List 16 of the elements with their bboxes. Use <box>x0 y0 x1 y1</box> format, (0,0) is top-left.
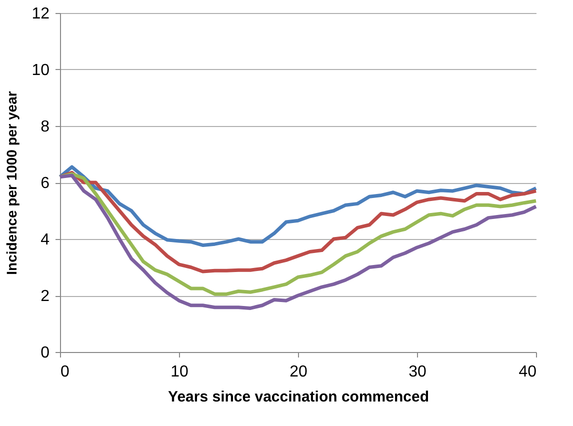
y-tick-label: 10 <box>32 62 50 79</box>
y-tick-label: 6 <box>40 175 50 192</box>
x-tick-label: 10 <box>170 364 188 380</box>
line-series <box>58 165 538 247</box>
y-tick-label: 0 <box>40 344 50 362</box>
y-tick-label: 2 <box>40 288 50 305</box>
x-axis-title: Years since vaccination commenced <box>168 388 429 406</box>
y-tick-label: 8 <box>40 118 50 136</box>
y-axis-title: Incidence per 1000 per year <box>4 90 20 275</box>
x-tick-label: 30 <box>408 364 426 380</box>
y-tick-label: 4 <box>40 232 50 248</box>
x-tick-label: 40 <box>518 364 537 380</box>
y-tick-label: 12 <box>32 6 50 22</box>
x-tick-label: 20 <box>290 364 308 380</box>
x-tick-label: 0 <box>60 364 70 380</box>
line-series <box>58 170 538 274</box>
